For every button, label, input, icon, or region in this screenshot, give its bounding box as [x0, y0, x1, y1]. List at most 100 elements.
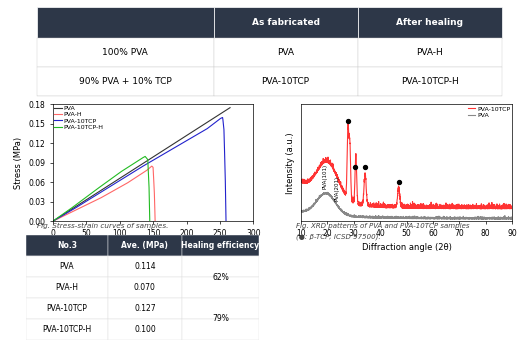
Bar [26, 256, 108, 277]
Line: PVA-H: PVA-H [53, 166, 155, 221]
Text: (●: β-TCP; ICSD 97500).: (●: β-TCP; ICSD 97500). [296, 234, 380, 240]
PVA-10TCP [505, 206, 511, 211]
Text: After healing: After healing [396, 18, 463, 27]
Bar [182, 235, 259, 256]
Text: 90% PVA + 10% TCP: 90% PVA + 10% TCP [79, 77, 172, 86]
PVA-10TCP-H [88, 191, 95, 195]
PVA-H [114, 187, 120, 191]
Bar [182, 256, 259, 277]
Text: 0.070: 0.070 [134, 283, 156, 292]
PVA-10TCP [153, 156, 159, 161]
Text: PVA-H: PVA-H [55, 283, 79, 292]
Y-axis label: Stress (MPa): Stress (MPa) [14, 137, 23, 189]
PVA-10TCP-H [50, 219, 56, 223]
PVA [489, 217, 496, 221]
PVA-10TCP [132, 169, 138, 173]
PVA-H [62, 213, 68, 217]
Bar [26, 235, 108, 256]
Text: Fig. XRD patterns of PVA and PVA-10TCP samples: Fig. XRD patterns of PVA and PVA-10TCP s… [296, 223, 469, 229]
PVA-H [152, 219, 158, 223]
PVA [505, 216, 511, 221]
Text: PVA(201): PVA(201) [334, 176, 339, 201]
PVA-10TCP [219, 116, 225, 120]
PVA [509, 217, 515, 221]
Line: PVA-10TCP: PVA-10TCP [301, 124, 512, 209]
Bar [357, 67, 502, 96]
Text: PVA: PVA [277, 48, 294, 57]
Text: 0.114: 0.114 [134, 262, 156, 271]
Line: PVA: PVA [53, 108, 230, 221]
PVA-10TCP-H [120, 169, 126, 173]
Text: 62%: 62% [212, 273, 229, 282]
Text: 0.100: 0.100 [134, 325, 156, 334]
PVA-H [50, 219, 56, 223]
PVA-10TCP-H [61, 211, 68, 215]
PVA [482, 217, 488, 221]
Bar [182, 319, 259, 340]
PVA-10TCP [50, 219, 56, 223]
Text: 79%: 79% [212, 314, 229, 324]
PVA-10TCP [322, 158, 328, 162]
PVA-10TCP [388, 204, 394, 208]
PVA [210, 116, 216, 120]
Legend: PVA-10TCP, PVA: PVA-10TCP, PVA [468, 106, 510, 118]
Text: PVA: PVA [60, 262, 74, 271]
Bar [26, 319, 108, 340]
Bar [37, 67, 213, 96]
Bar [108, 298, 182, 319]
Y-axis label: Intensity (a.u.): Intensity (a.u.) [286, 132, 295, 194]
PVA-10TCP-H [111, 175, 117, 179]
PVA-10TCP [334, 175, 341, 179]
Bar [182, 298, 259, 319]
Bar [37, 38, 213, 67]
PVA-H [90, 199, 97, 204]
PVA [322, 192, 328, 196]
X-axis label: Strain (%): Strain (%) [132, 244, 174, 252]
PVA-10TCP [298, 177, 304, 181]
PVA-10TCP [496, 207, 502, 211]
Text: PVA-10TCP: PVA-10TCP [46, 304, 88, 313]
Bar [357, 38, 502, 67]
Line: PVA: PVA [301, 192, 512, 219]
PVA-10TCP [509, 206, 515, 211]
PVA-10TCP [219, 115, 225, 120]
Bar [37, 7, 213, 38]
PVA [227, 105, 233, 110]
PVA [50, 219, 56, 223]
Text: Ave. (MPa): Ave. (MPa) [121, 241, 168, 250]
PVA [388, 216, 394, 221]
PVA [324, 190, 331, 194]
Text: PVA-10TCP: PVA-10TCP [261, 77, 309, 86]
PVA-10TCP [133, 168, 139, 172]
PVA [298, 210, 304, 214]
PVA [334, 204, 341, 208]
Bar [108, 235, 182, 256]
Text: Fig. Stress-strain curves of samples.: Fig. Stress-strain curves of samples. [37, 223, 168, 229]
PVA [50, 219, 56, 223]
Bar [213, 67, 357, 96]
Text: PVA(101): PVA(101) [322, 164, 327, 189]
Bar [26, 298, 108, 319]
PVA-H [83, 203, 89, 207]
Point [394, 179, 403, 185]
PVA-H [124, 181, 130, 185]
PVA [155, 152, 162, 156]
Line: PVA-10TCP: PVA-10TCP [53, 118, 226, 221]
Text: 0.127: 0.127 [134, 304, 156, 313]
PVA-H [148, 164, 155, 168]
Bar [213, 7, 357, 38]
PVA-10TCP-H [147, 219, 153, 223]
Text: PVA-10TCP-H: PVA-10TCP-H [401, 77, 458, 86]
Bar [26, 277, 108, 298]
X-axis label: Diffraction angle (2θ): Diffraction angle (2θ) [362, 244, 451, 252]
Bar [357, 7, 502, 38]
PVA [158, 150, 164, 154]
Point [344, 118, 352, 124]
Text: No.3: No.3 [57, 241, 77, 250]
Text: Healing efficiency: Healing efficiency [181, 241, 259, 250]
PVA-10TCP-H [142, 154, 148, 159]
PVA-10TCP [379, 205, 385, 210]
PVA-H [124, 181, 130, 185]
PVA-10TCP [192, 134, 198, 138]
PVA [199, 124, 205, 128]
